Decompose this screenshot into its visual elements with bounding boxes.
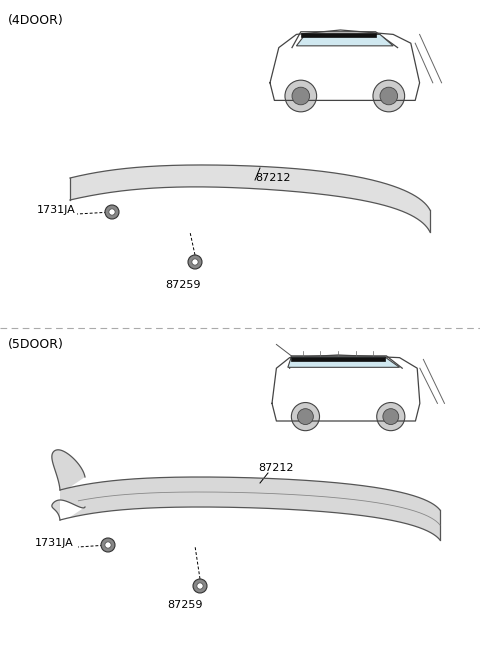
- Text: 87259: 87259: [167, 600, 203, 610]
- Circle shape: [101, 538, 115, 552]
- Text: 1731JA: 1731JA: [37, 205, 76, 215]
- Text: 87212: 87212: [258, 463, 293, 473]
- Circle shape: [192, 259, 198, 265]
- Circle shape: [377, 403, 405, 431]
- Circle shape: [105, 542, 111, 548]
- Polygon shape: [288, 357, 399, 367]
- Text: 87259: 87259: [165, 280, 201, 290]
- Circle shape: [109, 209, 115, 215]
- Circle shape: [373, 80, 405, 112]
- Text: (4DOOR): (4DOOR): [8, 14, 64, 27]
- Text: (5DOOR): (5DOOR): [8, 338, 64, 351]
- Circle shape: [197, 583, 203, 589]
- Polygon shape: [70, 165, 430, 232]
- Polygon shape: [52, 450, 440, 540]
- Circle shape: [383, 409, 399, 424]
- Text: 87212: 87212: [255, 173, 290, 183]
- Circle shape: [193, 579, 207, 593]
- Text: 1731JA: 1731JA: [35, 538, 74, 548]
- Circle shape: [188, 255, 202, 269]
- Polygon shape: [301, 33, 376, 37]
- Polygon shape: [296, 34, 393, 46]
- Circle shape: [292, 87, 310, 105]
- Circle shape: [380, 87, 397, 105]
- Circle shape: [285, 80, 317, 112]
- Circle shape: [298, 409, 313, 424]
- Circle shape: [105, 205, 119, 219]
- Polygon shape: [291, 357, 384, 361]
- Circle shape: [291, 403, 320, 431]
